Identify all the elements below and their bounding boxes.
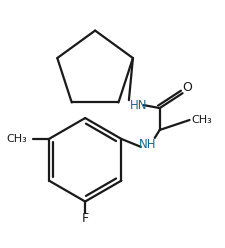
Text: CH₃: CH₃ bbox=[6, 134, 27, 144]
Text: O: O bbox=[182, 81, 192, 94]
Text: F: F bbox=[81, 212, 88, 225]
Text: NH: NH bbox=[138, 138, 156, 151]
Text: HN: HN bbox=[129, 99, 147, 112]
Text: CH₃: CH₃ bbox=[191, 115, 211, 125]
